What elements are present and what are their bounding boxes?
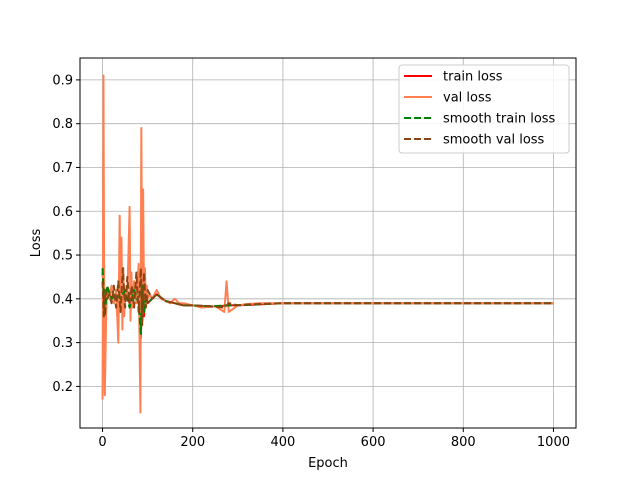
x-tick-label: 200 xyxy=(180,435,205,450)
x-tick-label: 400 xyxy=(270,435,295,450)
x-axis-label: Epoch xyxy=(308,456,348,471)
x-tick-label: 800 xyxy=(451,435,476,450)
y-axis-ticks: 0.2 0.3 0.4 0.5 0.6 0.7 0.8 0.9 xyxy=(52,73,80,395)
legend-box xyxy=(398,64,570,154)
y-tick-label: 0.2 xyxy=(52,380,73,395)
series-line-3 xyxy=(101,267,554,327)
x-axis-ticks: 0 200 400 600 800 1000 xyxy=(98,428,570,450)
y-tick-label: 0.4 xyxy=(52,292,73,307)
y-axis-label: Loss xyxy=(29,229,44,258)
y-tick-label: 0.9 xyxy=(52,73,73,88)
x-tick-label: 0 xyxy=(98,435,106,450)
y-tick-label: 0.7 xyxy=(52,161,73,176)
legend: train loss val loss smooth train loss smoot… xyxy=(398,64,570,154)
legend-label: train loss xyxy=(443,70,503,85)
legend-label: smooth val loss xyxy=(443,133,545,148)
y-tick-label: 0.5 xyxy=(52,249,73,264)
x-tick-label: 1000 xyxy=(537,435,570,450)
plot-frame xyxy=(79,57,577,429)
series-lines xyxy=(101,74,554,414)
y-tick-label: 0.8 xyxy=(52,117,73,132)
legend-label: smooth train loss xyxy=(443,112,556,127)
y-tick-label: 0.3 xyxy=(52,336,73,351)
legend-label: val loss xyxy=(443,91,492,106)
x-tick-label: 600 xyxy=(361,435,386,450)
y-tick-label: 0.6 xyxy=(52,205,73,220)
